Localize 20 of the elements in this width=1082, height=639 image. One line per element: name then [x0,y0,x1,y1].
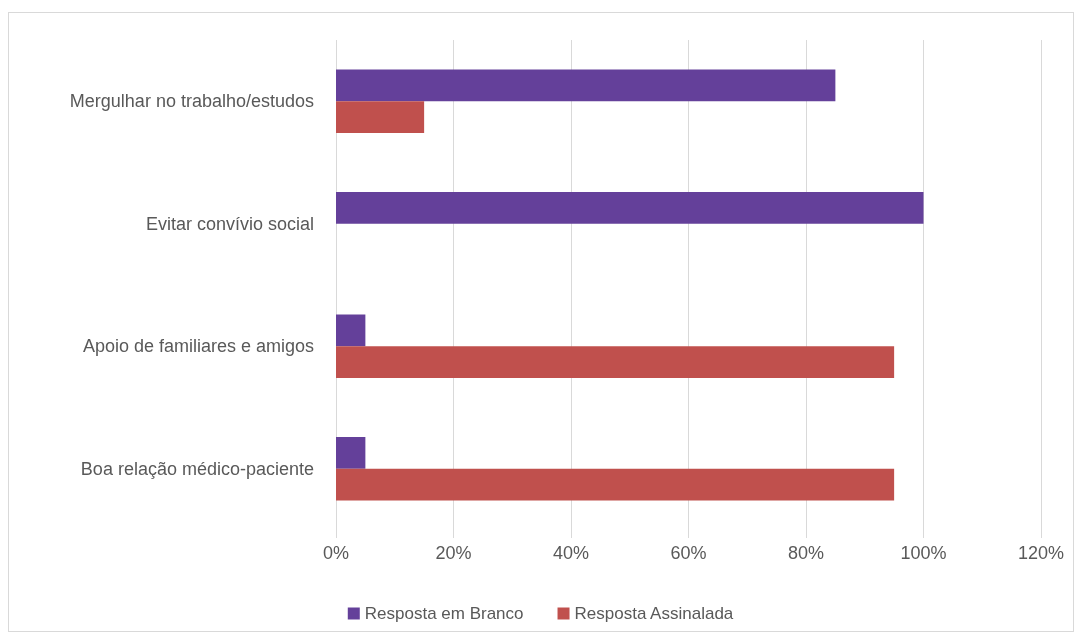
legend-label: Resposta Assinalada [574,604,734,623]
bar [336,468,895,501]
x-tick-label: 100% [900,543,947,563]
x-tick-label: 0% [322,543,350,563]
x-tick-label: 20% [435,543,472,563]
bar [336,346,895,379]
bar [336,314,366,347]
legend-label: Resposta em Branco [364,604,524,623]
bar [336,191,924,224]
x-tick-label: 40% [552,543,590,563]
bar [336,436,366,469]
x-tick-label: 80% [787,543,825,563]
y-tick-label: Mergulhar no trabalho/estudos [69,91,314,112]
y-tick-label: Boa relação médico-paciente [80,458,314,479]
bar [336,69,836,102]
y-tick-label: Apoio de familiares e amigos [82,336,314,357]
x-tick-label: 60% [670,543,707,563]
bar [336,101,425,134]
y-tick-label: Evitar convívio social [145,213,314,234]
x-tick-label: 120% [1017,543,1065,563]
